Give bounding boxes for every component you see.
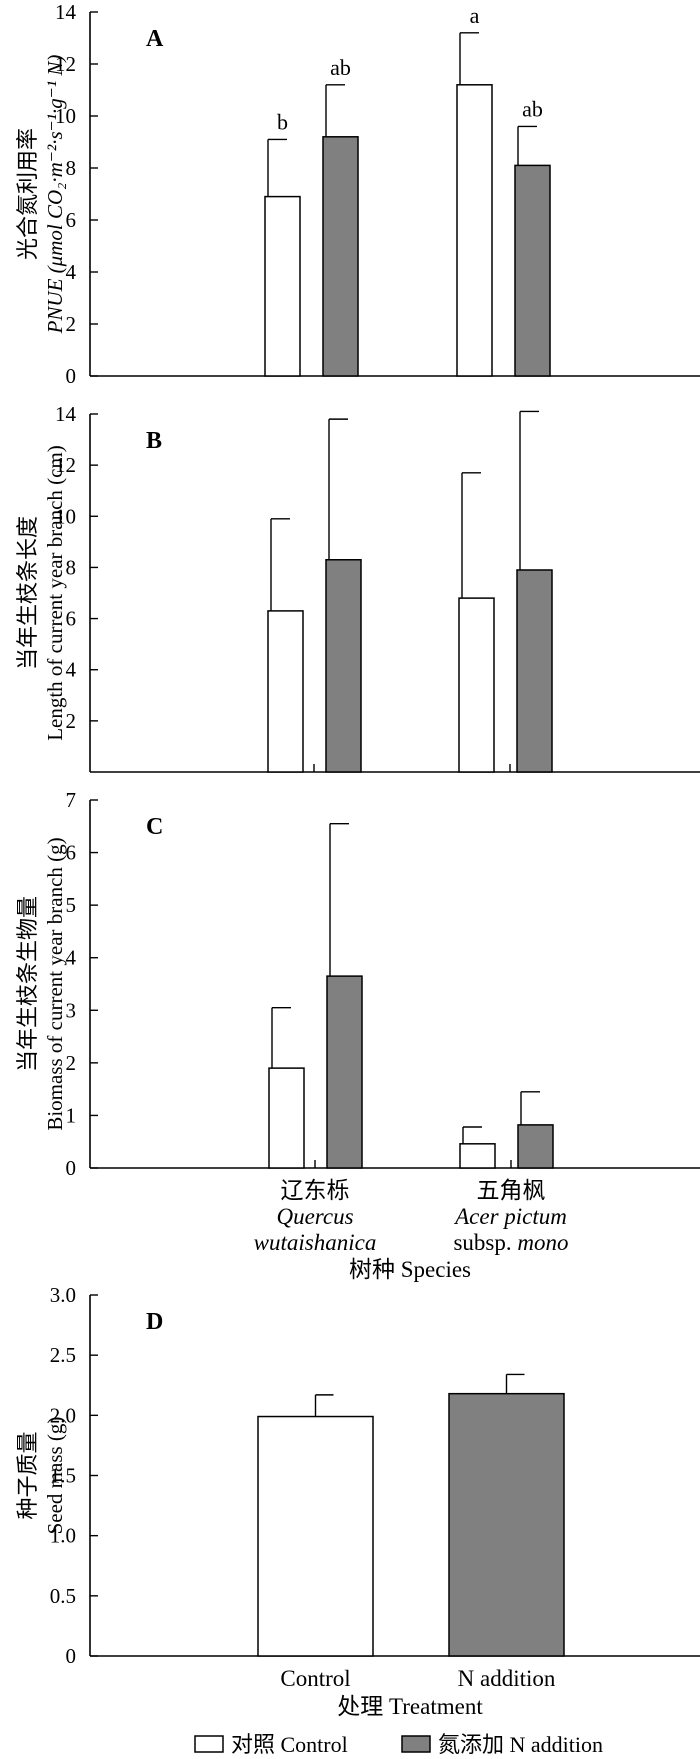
panel-d: 0 0.5 1.0 1.5 2.0 2.5 3.0 D 种子质量 Seed mass (g) Con… <box>15 1283 700 1719</box>
bar <box>322 136 359 377</box>
y-tick-label: 0 <box>66 364 77 388</box>
y-tick-label: 1.5 <box>50 1464 76 1488</box>
panel-label: D <box>146 1309 163 1335</box>
y-axis-label-cn: 种子质量 <box>15 1431 40 1519</box>
panel-c: 0 1 2 3 4 5 6 7 C 当年生枝条生物量 Biomass of current year… <box>15 788 700 1282</box>
bar <box>267 610 304 773</box>
y-axis-label-cn: 当年生枝条长度 <box>15 516 40 670</box>
bar <box>257 1415 374 1657</box>
x-category-label: N addition <box>458 1666 556 1691</box>
y-axis-label-en: Length of current year branch (cm) <box>43 445 67 741</box>
y-tick-label: 6 <box>66 208 77 232</box>
y-axis-label-en: PNUE (μmol CO₂·m⁻²·s⁻¹·g⁻¹ N) <box>43 55 67 335</box>
legend-swatch <box>194 1735 224 1753</box>
y-tick-label: 1 <box>66 1103 77 1127</box>
y-tick-label: 3 <box>66 998 77 1022</box>
y-axis-label-en: Seed mass (g) <box>43 1417 67 1535</box>
bar <box>326 975 363 1169</box>
panel-a: 0 2 4 6 8 10 12 14 A 光合氮利用率 PNUE (μmol CO₂·m⁻²·s⁻¹… <box>15 0 700 388</box>
panel-label: A <box>146 26 164 52</box>
y-axis-label-cn: 光合氮利用率 <box>15 128 40 260</box>
bar <box>268 1067 305 1169</box>
y-tick-label: 2 <box>66 312 77 336</box>
y-tick-label: 5 <box>66 893 77 917</box>
panel-label: C <box>146 814 163 840</box>
x-category-label-cn: 辽东栎 <box>281 1178 350 1203</box>
y-tick-label: 3.0 <box>50 1283 76 1307</box>
bar <box>459 1143 496 1169</box>
y-tick-label: 2.5 <box>50 1343 76 1367</box>
panel-label: B <box>146 428 162 454</box>
x-axis-title: 树种 Species <box>349 1257 471 1282</box>
y-tick-label: 0.5 <box>50 1584 76 1608</box>
x-category-label: Control <box>280 1666 350 1691</box>
y-tick-label: 4 <box>66 658 77 682</box>
y-tick-label: 14 <box>55 0 77 24</box>
bar <box>325 559 362 773</box>
y-tick-label: 7 <box>66 788 77 812</box>
bar <box>517 1124 554 1169</box>
legend-swatch <box>401 1735 431 1753</box>
significance-letter: ab <box>330 55 351 80</box>
significance-letter: ab <box>522 96 543 121</box>
y-tick-label: 6 <box>66 607 77 631</box>
legend-label: 氮添加 N addition <box>438 1732 603 1757</box>
y-tick-label: 0 <box>66 1644 77 1668</box>
y-tick-label: 0 <box>66 1156 77 1180</box>
y-tick-label: 8 <box>66 555 77 579</box>
y-tick-label: 2 <box>66 709 77 733</box>
bar <box>448 1392 565 1657</box>
x-category-label-latin: Quercus <box>276 1204 353 1229</box>
y-tick-label: 10 <box>55 504 76 528</box>
x-category-label-latin: wutaishanica <box>254 1230 377 1255</box>
y-tick-label: 12 <box>55 453 76 477</box>
bar <box>516 569 553 773</box>
bar <box>458 597 495 773</box>
legend: 对照 Control 氮添加 N addition <box>194 1732 603 1757</box>
y-tick-label: 4 <box>66 946 77 970</box>
significance-letter: b <box>277 109 288 134</box>
bar <box>456 84 493 377</box>
y-tick-label: 6 <box>66 841 77 865</box>
y-tick-label: 2 <box>66 1051 77 1075</box>
y-tick-label: 2.0 <box>50 1403 76 1427</box>
panel-b: 2 4 6 8 10 12 14 B 当年生枝条长度 Length of current year… <box>15 402 700 773</box>
y-tick-label: 4 <box>66 260 77 284</box>
x-category-label-latin: Acer pictum <box>453 1204 567 1229</box>
y-tick-label: 8 <box>66 156 77 180</box>
x-category-label-cn: 五角枫 <box>477 1178 546 1203</box>
y-tick-label: 12 <box>55 52 76 76</box>
x-category-label-latin: subsp. mono <box>453 1230 568 1255</box>
y-axis-label-en: Biomass of current year branch (g) <box>43 837 67 1130</box>
y-axis-label-cn: 当年生枝条生物量 <box>15 896 40 1072</box>
bar <box>514 164 551 377</box>
y-tick-label: 14 <box>55 402 77 426</box>
significance-letter: a <box>470 3 480 28</box>
y-tick-label: 10 <box>55 104 76 128</box>
bar <box>264 195 301 377</box>
legend-label: 对照 Control <box>231 1732 348 1757</box>
y-tick-label: 1.0 <box>50 1524 76 1548</box>
x-axis-title: 处理 Treatment <box>337 1694 483 1719</box>
